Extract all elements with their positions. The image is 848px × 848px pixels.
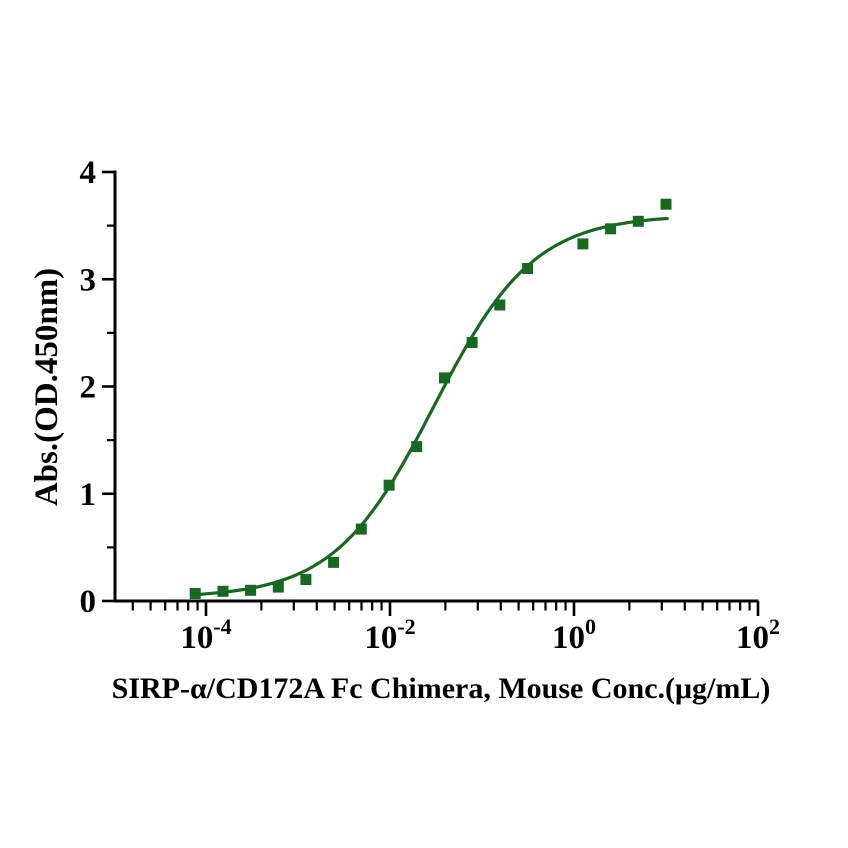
- fit-curve-line: [191, 216, 669, 597]
- x-axis-major-ticks: [204, 601, 760, 616]
- data-point-marker: [272, 581, 284, 593]
- x-tick-label: 10-4: [180, 614, 231, 656]
- data-point-marker: [660, 198, 672, 210]
- x-axis-minor-ticks: [131, 601, 751, 611]
- data-point-marker: [494, 299, 506, 311]
- x-axis-tick-labels: 10-4 10-2 100 102: [180, 614, 780, 656]
- data-point-layer: [189, 198, 672, 599]
- data-point-marker: [411, 441, 423, 453]
- data-point-marker: [605, 223, 617, 235]
- x-axis-title: SIRP-α/CD172A Fc Chimera, Mouse Conc.(μg…: [112, 672, 771, 705]
- x-tick-label: 102: [736, 614, 780, 656]
- data-point-marker: [577, 238, 589, 250]
- data-point-marker: [328, 556, 340, 568]
- data-point-marker: [439, 372, 450, 384]
- data-point-marker: [217, 585, 229, 597]
- data-point-marker: [245, 584, 257, 596]
- data-point-marker: [189, 588, 201, 599]
- data-point-marker: [466, 337, 478, 348]
- data-point-marker: [522, 263, 534, 274]
- data-point-marker: [355, 523, 367, 535]
- y-axis-tick-labels: 0 1 2 3 4: [80, 155, 97, 620]
- x-tick-label: 10-2: [364, 614, 415, 656]
- y-tick-label: 2: [80, 370, 97, 406]
- y-tick-label: 1: [80, 477, 97, 513]
- y-tick-label: 4: [80, 155, 97, 191]
- fit-curve-layer: [191, 216, 669, 597]
- y-axis-major-ticks: [102, 170, 115, 603]
- x-tick-label: 100: [552, 614, 596, 656]
- data-point-marker: [300, 574, 312, 585]
- data-point-marker: [383, 479, 395, 491]
- y-tick-label: 0: [80, 584, 97, 620]
- y-axis-title: Abs.(OD.450nm): [29, 268, 65, 506]
- axes-lines: [113, 170, 759, 603]
- data-point-marker: [632, 215, 644, 227]
- y-tick-label: 3: [80, 262, 97, 298]
